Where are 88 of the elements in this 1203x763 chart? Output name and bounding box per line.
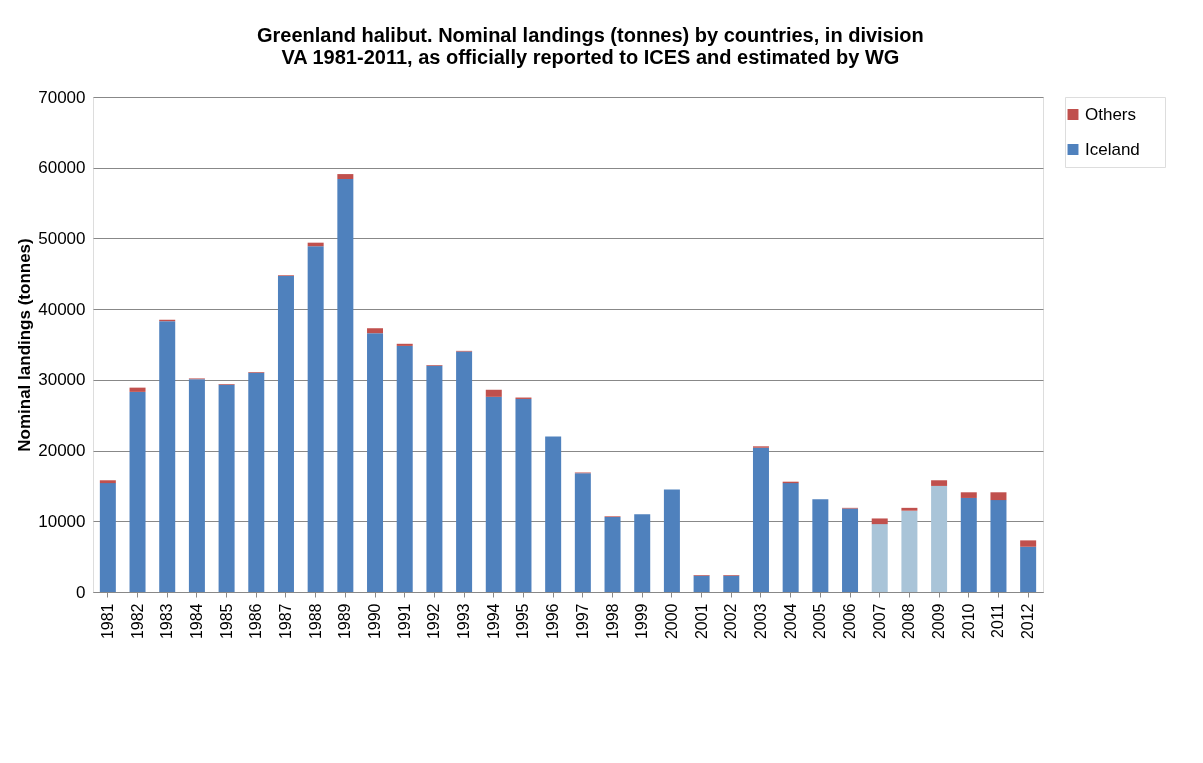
x-tick-label: 1997 xyxy=(573,603,591,640)
bar xyxy=(485,396,502,592)
x-tick-label: 1984 xyxy=(187,603,205,640)
x-tick-label: 1989 xyxy=(336,603,354,640)
bar xyxy=(693,575,710,592)
bar xyxy=(456,351,473,592)
bar xyxy=(396,343,413,346)
y-tick-label: 30000 xyxy=(38,370,86,390)
bar xyxy=(901,507,918,511)
x-tick-label: 2005 xyxy=(811,603,829,640)
x-tick-label: 1991 xyxy=(395,603,413,640)
bar xyxy=(99,483,116,592)
y-tick-label: 20000 xyxy=(38,441,86,461)
y-tick-label: 10000 xyxy=(38,511,86,531)
x-tick-label: 1995 xyxy=(514,603,532,640)
y-tick-label: 40000 xyxy=(38,299,86,319)
bar xyxy=(931,485,948,592)
bar xyxy=(663,489,680,592)
y-tick-label: 60000 xyxy=(38,158,86,178)
x-tick-label: 2004 xyxy=(781,603,799,640)
y-axis-title: Nominal landings (tonnes) xyxy=(15,238,35,452)
x-tick-label: 1999 xyxy=(633,603,651,640)
bar xyxy=(960,492,977,498)
bar xyxy=(1020,546,1037,592)
bar xyxy=(901,510,918,592)
x-tick-label: 2003 xyxy=(751,603,769,640)
x-tick-label: 1994 xyxy=(484,603,502,640)
x-tick-label: 2009 xyxy=(930,603,948,640)
bar xyxy=(871,518,888,525)
x-tick-label: 2010 xyxy=(959,603,977,640)
x-tick-label: 2011 xyxy=(989,603,1007,638)
bar xyxy=(931,480,948,486)
y-tick-label: 70000 xyxy=(38,87,86,107)
x-tick-label: 1985 xyxy=(217,603,235,640)
bar xyxy=(604,517,621,592)
bar xyxy=(752,447,769,592)
bar xyxy=(277,275,294,592)
x-tick-label: 1992 xyxy=(425,603,443,640)
bar xyxy=(1020,540,1037,547)
x-tick-label: 1996 xyxy=(544,603,562,640)
bar xyxy=(545,436,562,592)
bar xyxy=(367,328,384,334)
bar xyxy=(159,321,176,592)
bar xyxy=(812,499,829,592)
bar xyxy=(723,575,740,592)
bar xyxy=(337,174,354,180)
x-tick-label: 1988 xyxy=(306,603,324,640)
bar xyxy=(129,391,146,592)
x-tick-label: 1981 xyxy=(98,603,116,640)
x-tick-label: 1993 xyxy=(455,603,473,640)
legend-label: Iceland xyxy=(1085,139,1140,159)
bar xyxy=(188,379,205,592)
x-tick-label: 2001 xyxy=(692,603,710,640)
x-tick-label: 2000 xyxy=(662,603,680,640)
bar xyxy=(871,524,888,592)
x-tick-label: 2006 xyxy=(841,603,859,640)
bar xyxy=(782,483,799,592)
bar xyxy=(634,514,651,592)
bar xyxy=(990,500,1007,592)
x-tick-label: 2012 xyxy=(1019,603,1037,640)
x-tick-label: 1998 xyxy=(603,603,621,640)
bar xyxy=(990,492,1007,501)
bar xyxy=(367,333,384,592)
bar xyxy=(337,179,354,592)
x-tick-label: 2007 xyxy=(870,603,888,640)
bar xyxy=(99,480,116,484)
x-tick-label: 1983 xyxy=(158,603,176,640)
x-tick-label: 1987 xyxy=(276,603,294,640)
bar xyxy=(842,508,859,592)
bar xyxy=(426,365,443,592)
x-tick-label: 1982 xyxy=(128,603,146,640)
bar xyxy=(960,497,977,592)
x-tick-label: 1990 xyxy=(366,603,384,640)
bar xyxy=(248,372,265,592)
x-tick-label: 2002 xyxy=(722,603,740,640)
bar xyxy=(396,345,413,592)
bar xyxy=(129,387,146,392)
bar xyxy=(485,389,502,397)
bar xyxy=(218,384,235,592)
bar xyxy=(574,473,591,592)
bar xyxy=(307,246,324,592)
x-tick-label: 2008 xyxy=(900,603,918,640)
y-tick-label: 0 xyxy=(76,582,86,602)
y-tick-label: 50000 xyxy=(38,228,86,248)
x-tick-label: 1986 xyxy=(247,603,265,640)
chart-title: Greenland halibut. Nominal landings (tonnes) by countries, in division VA 1981-2011, as officially reported to ICES and estimated by WG xyxy=(257,23,924,68)
legend-label: Others xyxy=(1085,104,1137,124)
bar xyxy=(515,398,532,592)
